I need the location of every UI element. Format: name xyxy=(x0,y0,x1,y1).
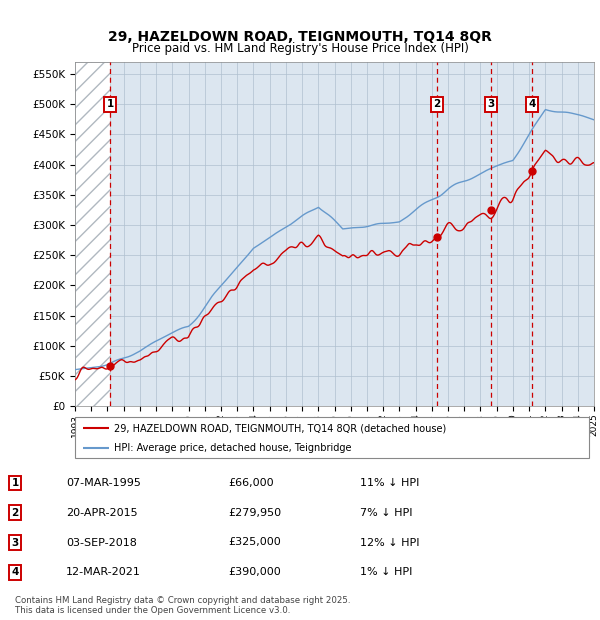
Text: 29, HAZELDOWN ROAD, TEIGNMOUTH, TQ14 8QR: 29, HAZELDOWN ROAD, TEIGNMOUTH, TQ14 8QR xyxy=(108,30,492,44)
FancyBboxPatch shape xyxy=(75,417,589,458)
Text: 4: 4 xyxy=(529,99,536,109)
Bar xyxy=(75,62,110,406)
Text: £66,000: £66,000 xyxy=(228,478,274,488)
Text: 07-MAR-1995: 07-MAR-1995 xyxy=(66,478,141,488)
Text: 2: 2 xyxy=(11,508,19,518)
Text: 03-SEP-2018: 03-SEP-2018 xyxy=(66,538,137,547)
Text: Price paid vs. HM Land Registry's House Price Index (HPI): Price paid vs. HM Land Registry's House … xyxy=(131,42,469,55)
Text: 1: 1 xyxy=(107,99,114,109)
Text: 1% ↓ HPI: 1% ↓ HPI xyxy=(360,567,412,577)
Text: £325,000: £325,000 xyxy=(228,538,281,547)
Text: 1: 1 xyxy=(11,478,19,488)
Text: 12% ↓ HPI: 12% ↓ HPI xyxy=(360,538,419,547)
Text: £279,950: £279,950 xyxy=(228,508,281,518)
Text: 12-MAR-2021: 12-MAR-2021 xyxy=(66,567,141,577)
Text: £390,000: £390,000 xyxy=(228,567,281,577)
Text: 20-APR-2015: 20-APR-2015 xyxy=(66,508,137,518)
Text: 29, HAZELDOWN ROAD, TEIGNMOUTH, TQ14 8QR (detached house): 29, HAZELDOWN ROAD, TEIGNMOUTH, TQ14 8QR… xyxy=(114,423,446,433)
Text: 3: 3 xyxy=(488,99,495,109)
Text: Contains HM Land Registry data © Crown copyright and database right 2025.
This d: Contains HM Land Registry data © Crown c… xyxy=(15,596,350,615)
Text: 7% ↓ HPI: 7% ↓ HPI xyxy=(360,508,413,518)
Text: 3: 3 xyxy=(11,538,19,547)
Text: 4: 4 xyxy=(11,567,19,577)
Text: 11% ↓ HPI: 11% ↓ HPI xyxy=(360,478,419,488)
Text: HPI: Average price, detached house, Teignbridge: HPI: Average price, detached house, Teig… xyxy=(114,443,352,453)
Text: 2: 2 xyxy=(433,99,440,109)
